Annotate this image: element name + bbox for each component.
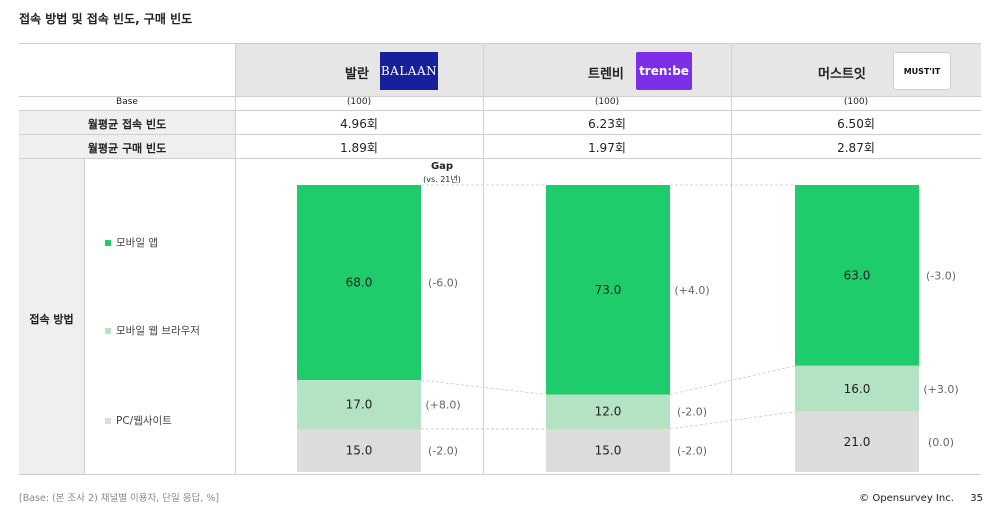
visit-freq-mustit: 6.50회 [837, 117, 875, 131]
col-sep-1 [235, 43, 236, 474]
connector-1-mobile-app [420, 379, 547, 395]
base-value-balaan: (100) [346, 97, 372, 107]
copyright: © Opensurvey Inc. [859, 493, 954, 504]
visit-freq-trenbe: 6.23회 [588, 117, 626, 131]
legend-mobile-web-swatch [105, 327, 111, 334]
visit-label-bg [19, 111, 235, 134]
purchase-freq-mustit: 2.87회 [837, 141, 875, 155]
value-label-trenbe-mobile-app: 73.0 [595, 283, 622, 297]
gap-label-balaan-mobile-web: (+8.0) [425, 399, 460, 412]
bar-mustit-mobile-app [795, 185, 919, 366]
value-label-mustit-pc-web: 21.0 [844, 435, 871, 449]
purchase-row-line [19, 158, 981, 159]
gap-label-trenbe-pc-web: (-2.0) [677, 444, 707, 457]
visit-freq-balaan: 4.96회 [340, 117, 378, 131]
legend-mobile-web-label: 모바일 웹 브라우저 [116, 325, 200, 337]
value-label-mustit-mobile-web: 16.0 [844, 382, 871, 396]
footer-right: © Opensurvey Inc. 35 [859, 493, 983, 504]
legend-pc-web-label: PC/웹사이트 [116, 415, 172, 427]
gap-label-trenbe-mobile-web: (-2.0) [677, 406, 707, 419]
gap-label-balaan-pc-web: (-2.0) [428, 444, 458, 457]
page-number: 35 [970, 493, 983, 504]
gap-title: Gap [430, 161, 454, 172]
mustit-logo: MUST'IT [893, 52, 951, 90]
col-sep-3 [731, 43, 732, 474]
trenbe-logo: tren:be [636, 52, 692, 90]
page-title: 접속 방법 및 접속 빈도, 구매 빈도 [19, 12, 193, 26]
base-label: Base [116, 97, 138, 107]
purchase-label-bg [19, 135, 235, 158]
visit-freq-label: 월평균 접속 빈도 [87, 118, 167, 131]
bar-balaan-mobile-web [297, 380, 421, 429]
gap-label-mustit-pc-web: (0.0) [928, 436, 954, 449]
legend-mobile-app-label: 모바일 앱 [116, 237, 158, 249]
gap-label-balaan-mobile-app: (-6.0) [428, 277, 458, 290]
table-top-line [19, 43, 981, 44]
legend-mobile-app-swatch [105, 239, 111, 246]
purchase-freq-trenbe: 1.97회 [588, 141, 626, 155]
visit-row-line [19, 134, 981, 135]
bar-trenbe-mobile-web [546, 394, 670, 429]
label-sep [84, 159, 85, 474]
table-bottom-line [19, 474, 981, 475]
gap-subtitle: (vs. 21년) [423, 175, 461, 184]
method-label-bg [19, 159, 84, 474]
value-label-balaan-pc-web: 15.0 [346, 443, 373, 457]
gap-label-mustit-mobile-web: (+3.0) [923, 383, 958, 396]
gap-label-mustit-mobile-app: (-3.0) [926, 269, 956, 282]
connector-2-mobile-web [669, 411, 796, 430]
base-note: [Base: (본 조사 2) 채널별 이용자, 단일 응답, %] [19, 493, 220, 504]
gap-label-trenbe-mobile-app: (+4.0) [674, 284, 709, 297]
bar-balaan-pc-web [297, 428, 421, 472]
col-sep-2 [483, 43, 484, 474]
bar-mustit-mobile-web [795, 365, 919, 412]
bar-mustit-pc-web [795, 411, 919, 472]
value-label-trenbe-pc-web: 15.0 [595, 443, 622, 457]
base-row-line [19, 110, 981, 111]
value-label-mustit-mobile-app: 63.0 [844, 268, 871, 282]
balaan-logo: BALAAN [380, 52, 438, 90]
value-label-trenbe-mobile-web: 12.0 [595, 405, 622, 419]
base-value-mustit: (100) [843, 97, 869, 107]
bar-balaan-mobile-app [297, 185, 421, 381]
brand-name-mustit: 머스트잇 [818, 67, 866, 82]
legend-mobile-web: 모바일 웹 브라우저 [105, 323, 200, 338]
header-bottom-line [19, 96, 981, 97]
brand-name-trenbe: 트렌비 [588, 67, 624, 82]
purchase-freq-label: 월평균 구매 빈도 [87, 142, 167, 155]
legend-pc-web: PC/웹사이트 [105, 413, 172, 428]
bar-trenbe-pc-web [546, 428, 670, 472]
brand-header-bg [235, 44, 981, 96]
legend-mobile-app: 모바일 앱 [105, 235, 158, 250]
method-label: 접속 방법 [29, 313, 74, 326]
purchase-freq-balaan: 1.89회 [340, 141, 378, 155]
value-label-balaan-mobile-app: 68.0 [346, 276, 373, 290]
connector-2-mobile-app [669, 365, 796, 395]
legend-pc-web-swatch [105, 417, 111, 424]
bar-trenbe-mobile-app [546, 185, 670, 395]
brand-name-balaan: 발란 [345, 67, 369, 82]
base-value-trenbe: (100) [594, 97, 620, 107]
value-label-balaan-mobile-web: 17.0 [346, 398, 373, 412]
